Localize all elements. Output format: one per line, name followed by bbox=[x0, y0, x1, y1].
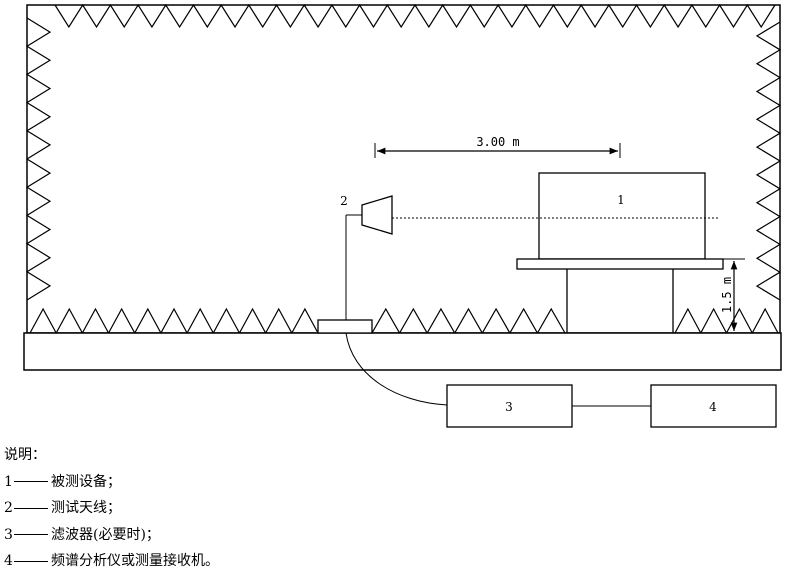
turntable bbox=[516, 258, 724, 333]
legend: 说明： 1 被测设备； 2 测试天线； 3 滤波器(必要时)； 4 频谱分析仪或测量接收… bbox=[4, 442, 219, 575]
legend-item: 2 测试天线； bbox=[4, 495, 219, 522]
distance-label: 3.00 m bbox=[476, 135, 519, 149]
legend-number: 1 bbox=[4, 473, 13, 490]
ground-plane bbox=[23, 332, 782, 371]
legend-item: 4 频谱分析仪或测量接收机。 bbox=[4, 548, 219, 575]
legend-number: 4 bbox=[4, 553, 13, 570]
absorber-zigzag bbox=[54, 3, 776, 29]
legend-text: 频谱分析仪或测量接收机。 bbox=[51, 553, 219, 570]
legend-text: 滤波器(必要时)； bbox=[51, 526, 160, 543]
legend-dash bbox=[14, 534, 48, 536]
antenna-number: 2 bbox=[340, 194, 348, 208]
legend-text: 测试天线； bbox=[51, 500, 121, 517]
receiver-box bbox=[650, 384, 777, 428]
absorber-zigzag bbox=[755, 21, 782, 301]
receiver-number: 4 bbox=[709, 400, 717, 414]
legend-item: 1 被测设备； bbox=[4, 469, 219, 496]
height-label: 1.5 m bbox=[720, 277, 734, 313]
legend-dash bbox=[14, 560, 48, 562]
legend-item: 3 滤波器(必要时)； bbox=[4, 522, 219, 549]
legend-dash bbox=[14, 481, 48, 483]
equipment-under-test bbox=[538, 172, 706, 260]
legend-title: 说明： bbox=[4, 447, 46, 463]
absorber-zigzag bbox=[371, 307, 566, 335]
height-dimension: 1.5 m bbox=[720, 258, 745, 331]
test-antenna: 2 bbox=[340, 194, 393, 320]
absorber-zigzag bbox=[29, 307, 319, 335]
test-setup-diagram: 3.00 m 2 1 1.5 m 3 4 bbox=[23, 3, 782, 428]
absorber-zigzag bbox=[25, 17, 52, 301]
antenna-base bbox=[317, 319, 373, 334]
rf-cable bbox=[345, 332, 448, 406]
distance-dimension: 3.00 m bbox=[374, 135, 621, 158]
legend-dash bbox=[14, 507, 48, 509]
eut-number: 1 bbox=[617, 193, 625, 207]
legend-number: 3 bbox=[4, 526, 13, 543]
legend-text: 被测设备； bbox=[51, 473, 121, 490]
legend-number: 2 bbox=[4, 500, 13, 517]
absorber-cones bbox=[25, 3, 782, 335]
filter-number: 3 bbox=[505, 400, 513, 414]
